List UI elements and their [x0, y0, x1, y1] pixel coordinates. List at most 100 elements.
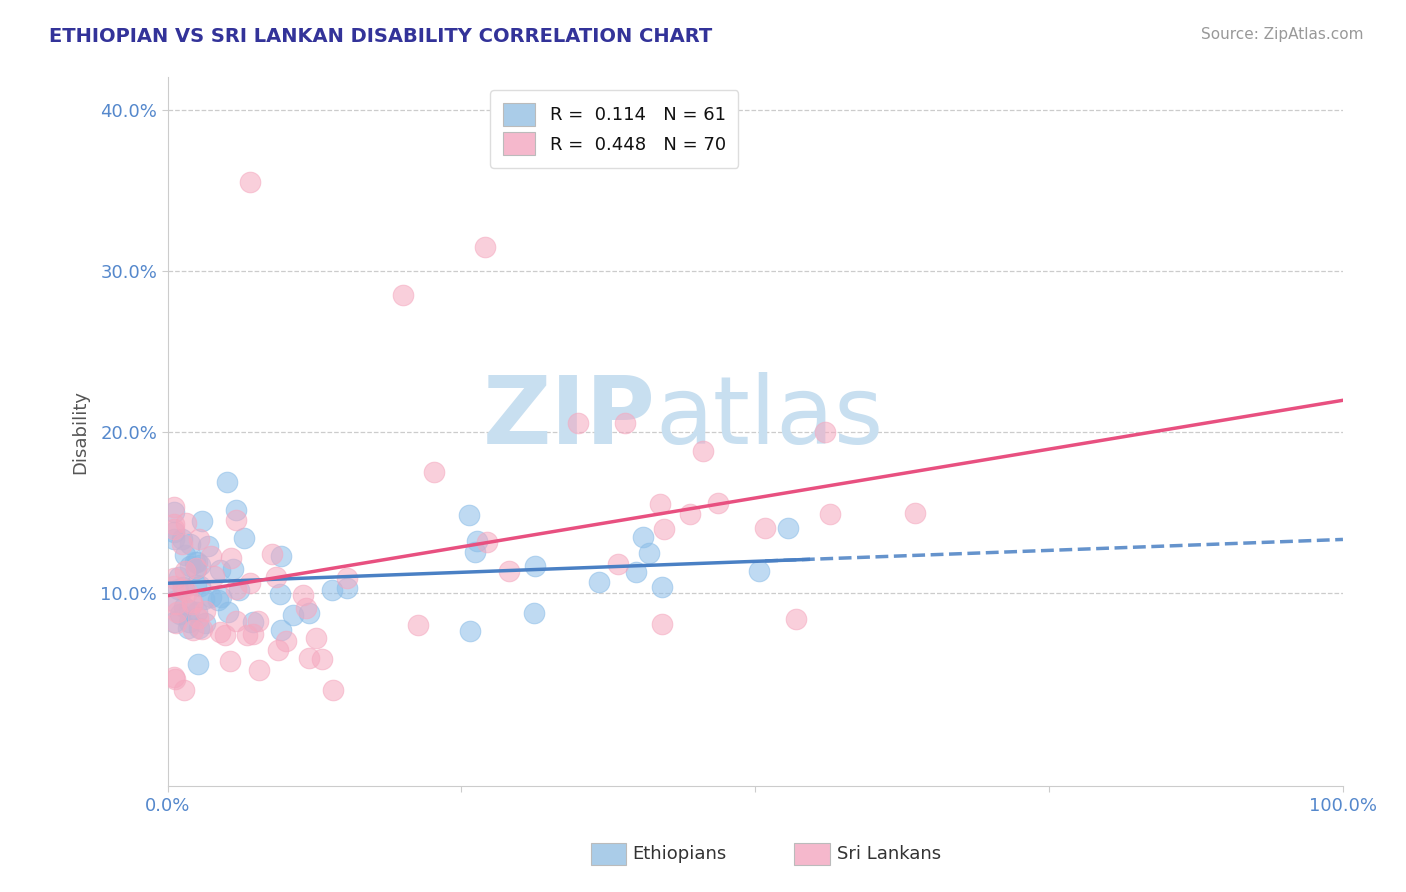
Point — [406, 618, 429, 632]
Text: Sri Lankans: Sri Lankans — [837, 845, 941, 863]
Point — [651, 580, 673, 594]
Point — [176, 516, 198, 531]
Point — [162, 524, 184, 539]
Y-axis label: Disability: Disability — [72, 390, 89, 474]
Point — [707, 496, 730, 510]
Point — [638, 546, 661, 560]
Point — [458, 624, 481, 638]
Point — [217, 605, 239, 619]
Point — [177, 621, 200, 635]
Point — [692, 444, 714, 458]
Point — [179, 603, 201, 617]
Point — [294, 600, 316, 615]
Point — [297, 606, 319, 620]
Point — [187, 611, 209, 625]
Point — [187, 657, 209, 671]
Point — [813, 425, 835, 439]
Point — [208, 563, 231, 577]
Point — [260, 547, 283, 561]
Point — [209, 590, 232, 604]
Point — [179, 537, 201, 551]
Point — [181, 623, 204, 637]
Point — [186, 555, 208, 569]
Point — [181, 595, 204, 609]
Point — [292, 588, 315, 602]
Point — [283, 607, 305, 622]
Point — [239, 175, 262, 189]
Point — [165, 616, 187, 631]
Point — [173, 599, 195, 614]
Point — [163, 673, 186, 687]
Point — [225, 512, 247, 526]
Point — [188, 621, 211, 635]
Point — [458, 508, 481, 523]
Point — [225, 502, 247, 516]
Text: atlas: atlas — [655, 372, 883, 464]
Point — [904, 506, 927, 520]
Point — [606, 558, 628, 572]
Point — [249, 663, 271, 677]
Point — [174, 564, 197, 578]
Point — [391, 288, 413, 302]
Point — [498, 564, 520, 578]
Point — [474, 239, 496, 253]
Point — [633, 530, 655, 544]
Text: Source: ZipAtlas.com: Source: ZipAtlas.com — [1201, 27, 1364, 42]
Point — [464, 545, 486, 559]
Text: ZIP: ZIP — [482, 372, 655, 464]
Point — [193, 591, 215, 606]
Point — [465, 534, 488, 549]
Point — [162, 505, 184, 519]
Point — [785, 612, 807, 626]
Point — [322, 682, 344, 697]
Point — [179, 558, 201, 573]
Point — [298, 650, 321, 665]
Point — [194, 616, 217, 631]
Text: ETHIOPIAN VS SRI LANKAN DISABILITY CORRELATION CHART: ETHIOPIAN VS SRI LANKAN DISABILITY CORRE… — [49, 27, 713, 45]
Point — [776, 521, 799, 535]
Point — [191, 514, 214, 528]
Point — [475, 534, 498, 549]
Point — [207, 593, 229, 607]
Point — [184, 578, 207, 592]
Point — [217, 475, 239, 489]
Point — [169, 607, 191, 622]
Point — [246, 614, 269, 628]
Point — [187, 532, 209, 546]
Point — [173, 682, 195, 697]
Point — [267, 643, 290, 657]
Point — [225, 614, 247, 628]
Point — [242, 615, 264, 629]
Point — [567, 417, 589, 431]
Point — [225, 582, 247, 597]
Point — [162, 522, 184, 536]
Point — [228, 582, 250, 597]
Point — [162, 571, 184, 585]
Point — [818, 507, 841, 521]
Point — [218, 654, 240, 668]
Point — [184, 562, 207, 576]
Point — [222, 562, 245, 576]
Point — [176, 584, 198, 599]
Point — [754, 521, 776, 535]
Point — [197, 539, 219, 553]
Point — [191, 622, 214, 636]
Point — [614, 416, 637, 430]
Point — [624, 565, 647, 579]
Point — [170, 537, 193, 551]
Point — [172, 582, 194, 596]
Point — [200, 549, 222, 564]
Point — [336, 571, 359, 585]
Point — [423, 465, 446, 479]
Point — [219, 551, 242, 566]
Point — [200, 590, 222, 604]
Point — [321, 582, 343, 597]
Point — [188, 579, 211, 593]
Point — [162, 500, 184, 514]
Point — [174, 548, 197, 562]
Point — [304, 631, 326, 645]
Legend: R =  0.114   N = 61, R =  0.448   N = 70: R = 0.114 N = 61, R = 0.448 N = 70 — [491, 90, 738, 168]
Point — [163, 579, 186, 593]
Point — [162, 594, 184, 608]
Point — [180, 597, 202, 611]
